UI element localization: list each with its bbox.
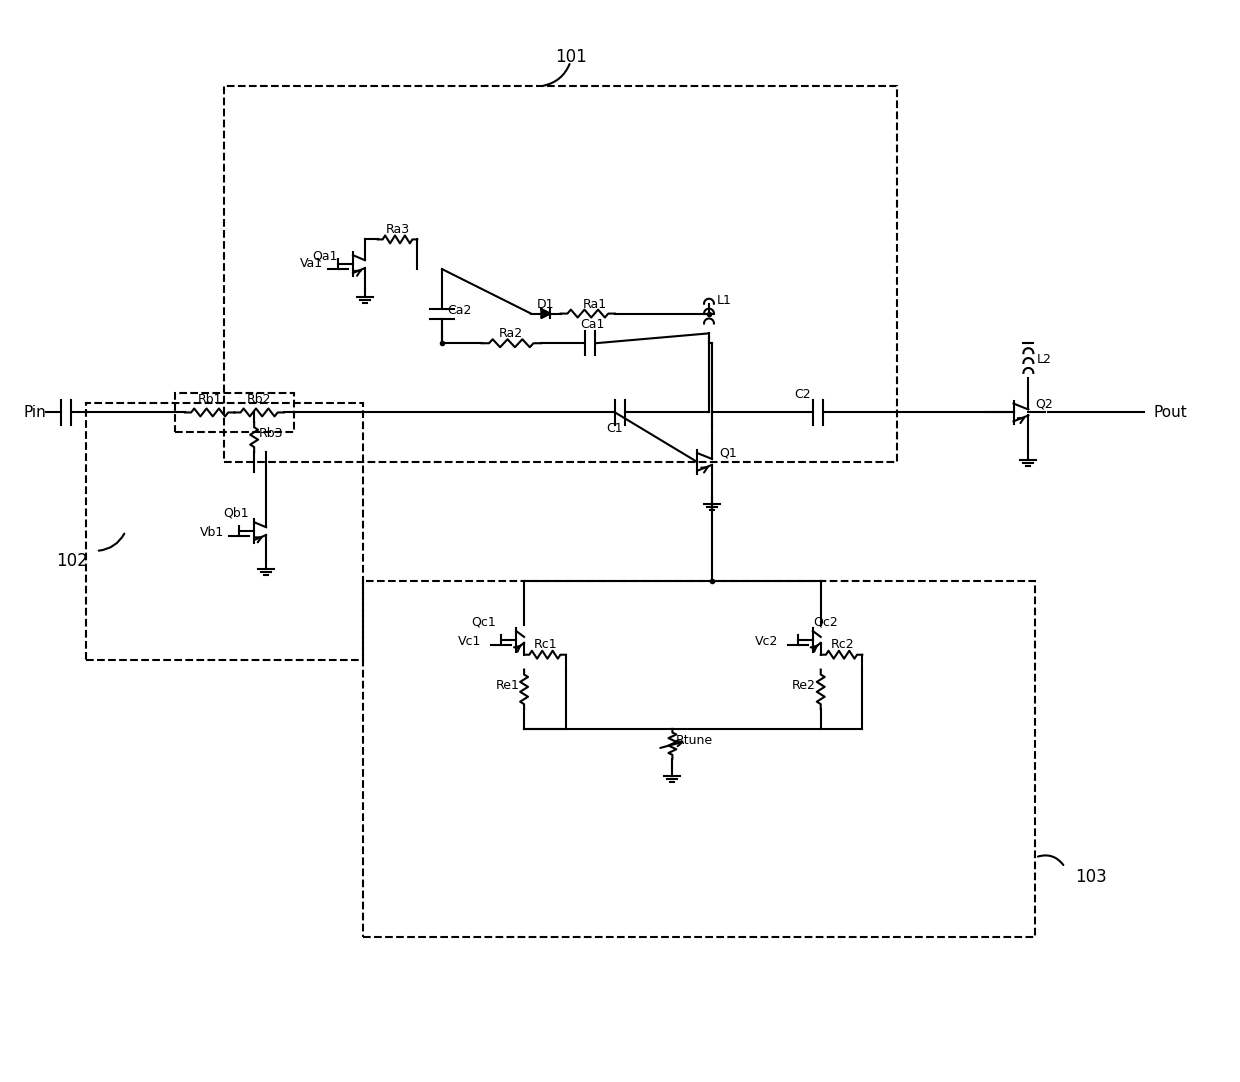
Text: Ca2: Ca2 (446, 304, 471, 317)
Text: Pin: Pin (24, 405, 46, 420)
Bar (175, 393, 294, 432)
Text: D1: D1 (537, 298, 554, 311)
Bar (224, 87, 897, 462)
Text: Q1: Q1 (719, 447, 737, 460)
Text: Ca1: Ca1 (580, 318, 605, 331)
Text: Qc1: Qc1 (471, 615, 496, 628)
Text: Vc1: Vc1 (459, 635, 481, 648)
Text: L2: L2 (1037, 353, 1052, 366)
Bar (86, 403, 363, 660)
Text: Rtune: Rtune (676, 734, 713, 747)
Bar (363, 581, 1035, 937)
Text: Qa1: Qa1 (312, 249, 339, 262)
Text: Rb2: Rb2 (247, 393, 272, 406)
Text: 103: 103 (1075, 868, 1106, 886)
Text: Vc2: Vc2 (755, 635, 779, 648)
Text: 101: 101 (554, 49, 587, 66)
Text: Ra3: Ra3 (386, 224, 409, 237)
Text: Q2: Q2 (1035, 397, 1053, 410)
Text: Rb3: Rb3 (259, 427, 284, 440)
Text: Re2: Re2 (792, 679, 816, 692)
Polygon shape (542, 309, 551, 318)
Text: Qb1: Qb1 (223, 506, 249, 519)
Text: 102: 102 (56, 552, 88, 570)
Text: Rc1: Rc1 (534, 637, 558, 650)
Text: L1: L1 (717, 293, 732, 306)
Text: Vb1: Vb1 (200, 526, 224, 539)
Text: Re1: Re1 (495, 679, 520, 692)
Text: Va1: Va1 (300, 258, 324, 270)
Text: Rb1: Rb1 (197, 393, 222, 406)
Text: C1: C1 (606, 422, 624, 435)
Text: Qc2: Qc2 (812, 615, 837, 628)
Text: C2: C2 (795, 387, 811, 400)
Text: Ra1: Ra1 (583, 298, 608, 311)
Text: Ra2: Ra2 (500, 328, 523, 341)
Text: Pout: Pout (1154, 405, 1188, 420)
Text: Rc2: Rc2 (831, 637, 854, 650)
